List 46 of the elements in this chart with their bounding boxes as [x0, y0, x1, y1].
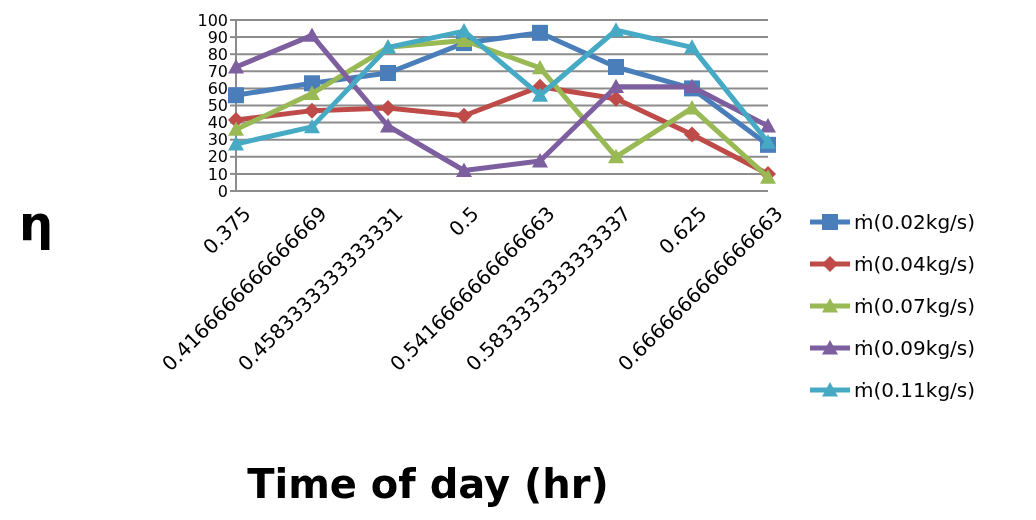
y-tick-label: 90	[207, 27, 228, 47]
y-tick-label: 20	[207, 147, 228, 167]
point	[456, 162, 472, 177]
point	[456, 107, 472, 124]
y-axis-title: η	[18, 195, 54, 251]
point	[228, 87, 244, 104]
y-tick-label: 80	[207, 44, 228, 64]
point	[684, 100, 700, 115]
point	[608, 22, 624, 37]
point	[532, 87, 548, 102]
legend-label: ṁ(0.04kg/s)	[854, 252, 976, 276]
legend-label: ṁ(0.02kg/s)	[854, 210, 976, 234]
y-tick-label: 30	[207, 130, 228, 150]
legend-label: ṁ(0.11kg/s)	[854, 378, 976, 402]
point	[684, 126, 700, 143]
point	[760, 134, 776, 149]
point	[608, 148, 624, 164]
point	[304, 118, 320, 134]
point	[228, 135, 244, 151]
y-tick-label: 10	[207, 164, 228, 184]
point	[304, 102, 320, 119]
point	[304, 85, 320, 100]
y-tick-label: 70	[207, 61, 228, 81]
point	[760, 169, 776, 184]
y-tick-label: 40	[207, 113, 228, 133]
y-tick-label: 60	[207, 79, 228, 98]
point	[608, 59, 624, 76]
point	[532, 153, 548, 168]
point	[380, 118, 396, 133]
y-tick-label: 100	[197, 10, 228, 30]
point	[684, 39, 700, 54]
legend-label: ṁ(0.07kg/s)	[854, 294, 976, 318]
point	[228, 121, 244, 136]
point	[532, 24, 548, 41]
point	[456, 23, 472, 38]
y-tick-label: 0	[217, 181, 228, 201]
point	[228, 59, 244, 74]
point	[608, 78, 624, 94]
point	[380, 100, 396, 117]
point	[532, 59, 548, 75]
x-axis-title: Time of day (hr)	[247, 461, 609, 507]
point	[760, 118, 776, 133]
point	[304, 27, 320, 42]
point	[380, 65, 396, 82]
y-tick-label: 50	[207, 96, 228, 116]
legend-label: ṁ(0.09kg/s)	[854, 336, 976, 360]
